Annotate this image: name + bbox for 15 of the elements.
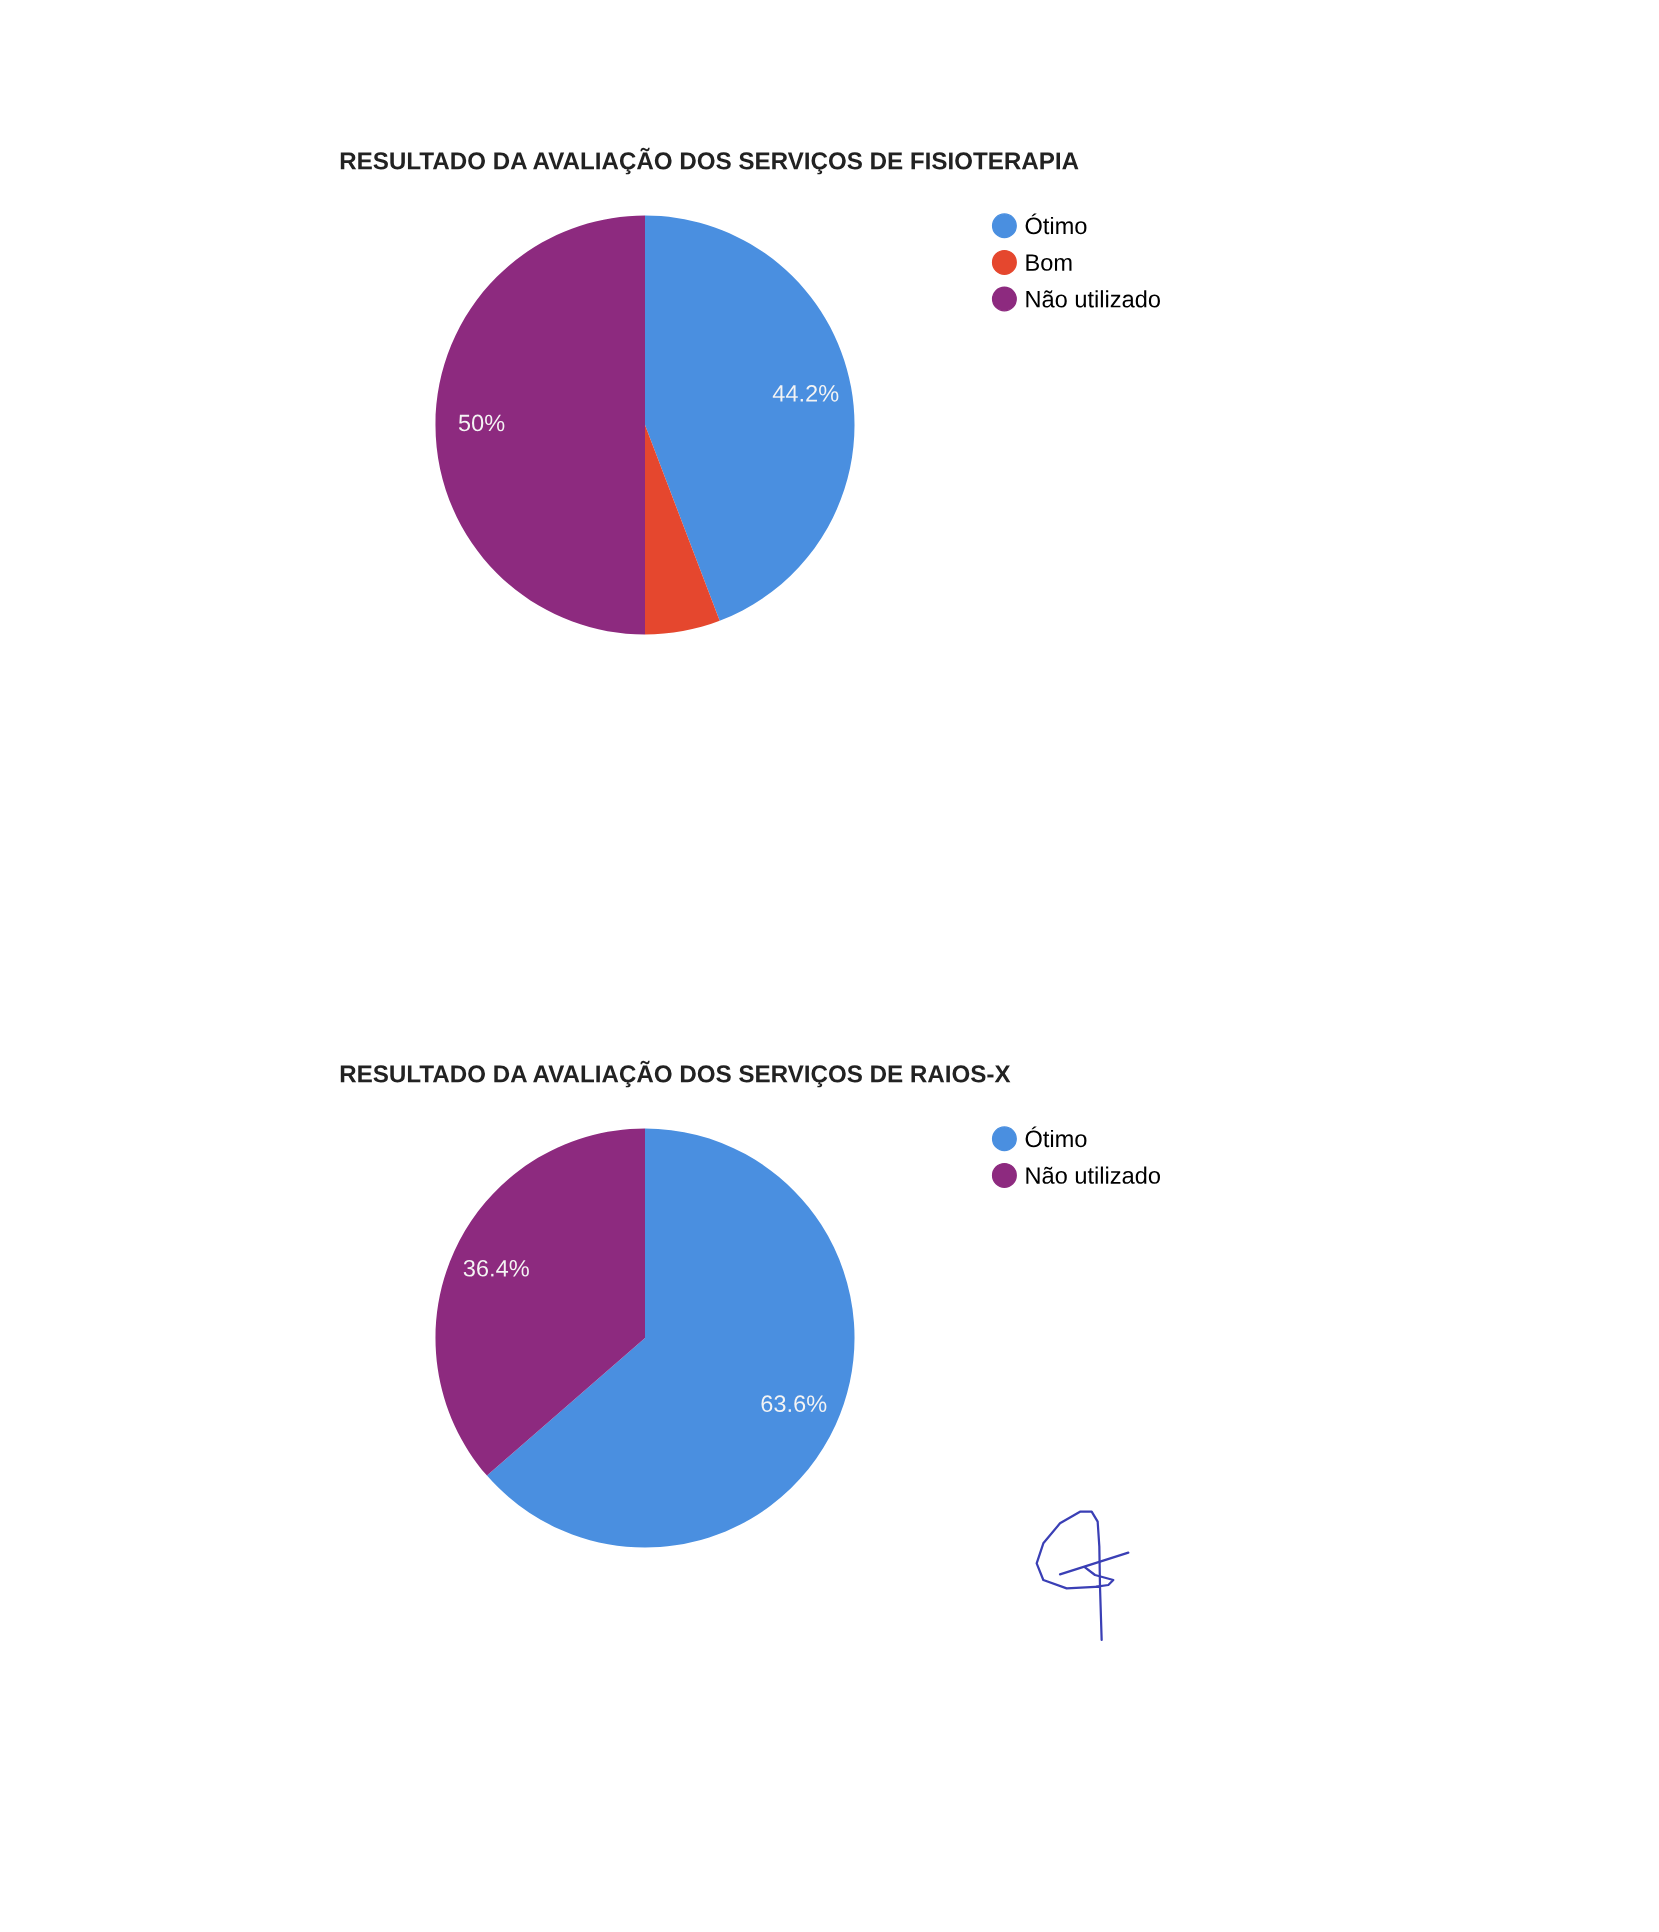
data-label: 63.6%: [761, 1395, 827, 1413]
data-label: 44.2%: [772, 385, 839, 402]
legend-label: Bom: [1026, 254, 1072, 271]
legend-label: Ótimo: [1025, 1126, 1087, 1148]
pie-slice: [645, 215, 855, 621]
chart-title: RESULTADO DA AVALIAÇÃO DOS SERVIÇOS DE FISIOTERAPIA: [340, 147, 1079, 175]
data-label: 36.4%: [463, 1259, 529, 1277]
legend-label: Não utilizado: [1026, 1166, 1160, 1184]
data-label: 50%: [458, 414, 505, 432]
legend-label: Ótimo: [1025, 213, 1087, 235]
pie-slice: [645, 425, 720, 635]
legend-label: Não utilizado: [1026, 290, 1160, 308]
chart-title: RESULTADO DA AVALIAÇÃO DOS SERVIÇOS DE RAIOS-X: [340, 1060, 1011, 1088]
pie-slice: [435, 1128, 645, 1476]
pie-slice: [435, 215, 645, 635]
